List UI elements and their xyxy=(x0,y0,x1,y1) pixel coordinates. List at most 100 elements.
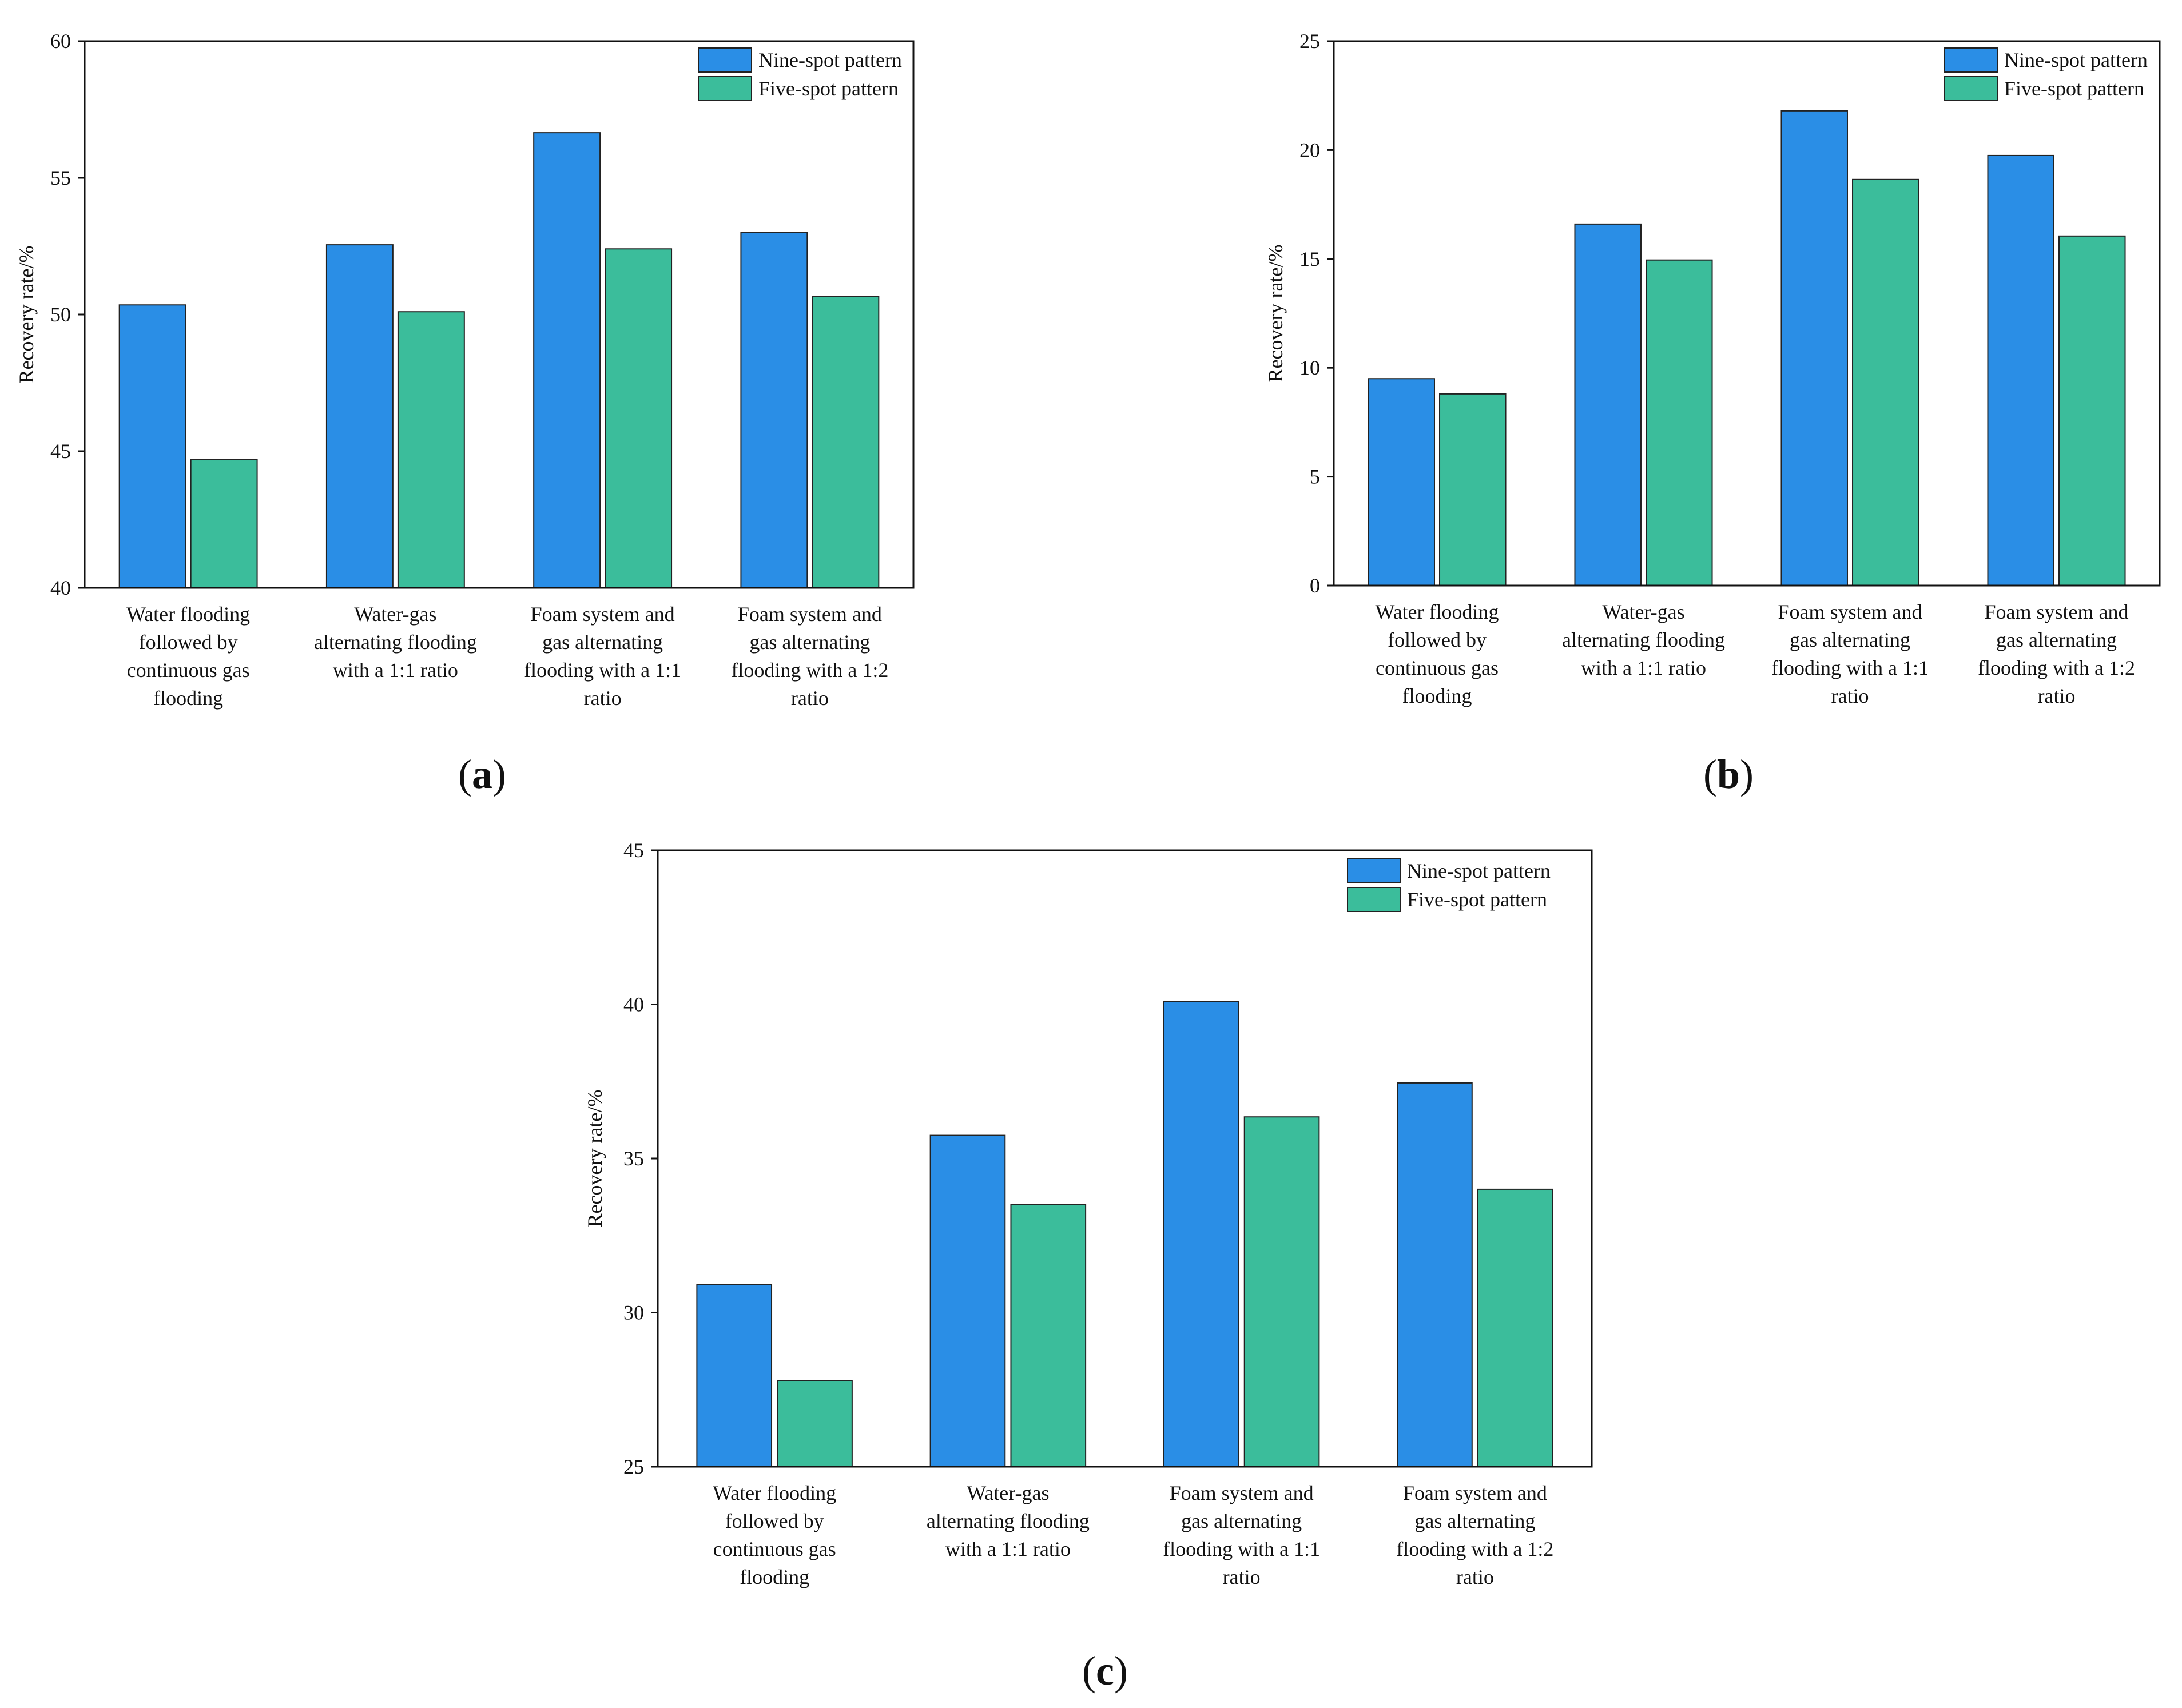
caption-paren-open: ( xyxy=(1082,1648,1096,1694)
five-spot-bar-3 xyxy=(605,248,673,588)
y-tick-label: 15 xyxy=(1299,248,1320,270)
category-label-line: flooding xyxy=(1402,684,1472,707)
category-label-line: alternating flooding xyxy=(314,631,477,654)
category-label-4: Foam system and gas alternating flooding w… xyxy=(1978,600,2135,707)
nine-spot-bar-2 xyxy=(929,1134,1006,1467)
legend-swatch-five-spot xyxy=(1944,76,1998,101)
category-label-line: continuous gas xyxy=(1376,656,1499,679)
nine-spot-bar-2 xyxy=(325,244,394,588)
caption-letter: a xyxy=(472,751,492,797)
y-tick-label: 40 xyxy=(50,576,71,599)
nine-spot-bar-3 xyxy=(1780,110,1848,586)
caption-paren-close: ) xyxy=(1114,1648,1128,1694)
nine-spot-bar-1 xyxy=(118,304,186,589)
y-tick-label: 45 xyxy=(50,440,71,463)
nine-spot-bar-3 xyxy=(1163,1001,1239,1467)
nine-spot-bar-1 xyxy=(696,1284,773,1467)
five-spot-bar-1 xyxy=(777,1380,853,1468)
caption-paren-open: ( xyxy=(1703,751,1717,797)
category-label-line: ratio xyxy=(1456,1566,1494,1588)
y-tick-label: 40 xyxy=(623,993,644,1016)
category-label-line: ratio xyxy=(2038,684,2076,707)
category-label-line: Foam system and xyxy=(531,603,675,626)
y-tick-label: 35 xyxy=(623,1147,644,1170)
category-label-line: followed by xyxy=(1388,628,1487,651)
legend-swatch-nine-spot xyxy=(1347,858,1401,883)
category-label-line: gas alternating xyxy=(1414,1510,1535,1532)
legend-swatch-five-spot xyxy=(1347,887,1401,912)
y-tick-label: 55 xyxy=(50,166,71,189)
y-tick-label: 25 xyxy=(623,1455,644,1478)
category-label-line: with a 1:1 ratio xyxy=(333,659,458,682)
y-tick-label: 0 xyxy=(1310,574,1320,597)
category-label-2: Water-gas alternating flooding with a 1:1 … xyxy=(314,603,477,682)
category-label-line: gas alternating xyxy=(1181,1510,1302,1532)
nine-spot-bar-4 xyxy=(740,232,808,589)
category-label-line: gas alternating xyxy=(749,631,870,654)
category-label-line: flooding with a 1:1 xyxy=(524,659,681,682)
category-label-2: Water-gas alternating flooding with a 1:1 … xyxy=(1562,600,1725,679)
five-spot-bar-3 xyxy=(1243,1116,1320,1467)
y-tick-label: 20 xyxy=(1299,138,1320,161)
category-label-line: gas alternating xyxy=(1790,628,1910,651)
category-label-line: followed by xyxy=(139,631,238,654)
category-label-3: Foam system and gas alternating flooding w… xyxy=(1771,600,1929,707)
y-tick-label: 30 xyxy=(623,1301,644,1324)
chart-a: Water flooding followed by continuous gas f… xyxy=(15,30,915,797)
category-label-line: flooding with a 1:2 xyxy=(1396,1538,1553,1560)
category-label-1: Water flooding followed by continuous gas f… xyxy=(1375,600,1499,707)
nine-spot-bar-4 xyxy=(1987,154,2054,587)
category-label-line: Water-gas xyxy=(354,603,436,626)
y-tick-label: 60 xyxy=(50,30,71,53)
category-label-line: ratio xyxy=(584,687,622,710)
nine-spot-bar-2 xyxy=(1574,223,1642,586)
chart-c: Water flooding followed by continuous gas f… xyxy=(583,839,1593,1694)
category-label-line: Water flooding xyxy=(126,603,250,626)
caption-letter: b xyxy=(1717,751,1740,797)
category-label-line: gas alternating xyxy=(1996,628,2117,651)
category-label-line: flooding with a 1:1 xyxy=(1163,1538,1320,1560)
category-label-line: Foam system and xyxy=(1985,600,2129,623)
caption-paren-close: ) xyxy=(492,751,506,797)
category-label-line: flooding with a 1:2 xyxy=(731,659,888,682)
category-label-1: Water flooding followed by continuous gas f… xyxy=(713,1482,836,1588)
y-tick-label: 50 xyxy=(50,303,71,326)
category-label-line: followed by xyxy=(725,1510,824,1532)
nine-spot-bar-3 xyxy=(533,132,601,588)
legend-label-nine-spot: Nine-spot pattern xyxy=(1407,859,1551,882)
category-label-4: Foam system and gas alternating flooding w… xyxy=(731,603,888,710)
panel-caption-c: (c) xyxy=(1082,1648,1128,1694)
y-tick-label: 25 xyxy=(1299,30,1320,53)
legend-swatch-nine-spot xyxy=(698,47,752,73)
five-spot-bar-2 xyxy=(1646,259,1713,587)
category-label-line: Water flooding xyxy=(713,1482,836,1504)
category-label-1: Water flooding followed by continuous gas f… xyxy=(126,603,250,710)
legend-swatch-five-spot xyxy=(698,76,752,101)
nine-spot-bar-1 xyxy=(1368,378,1435,586)
nine-spot-bar-4 xyxy=(1397,1082,1473,1467)
y-tick-label: 10 xyxy=(1299,356,1320,379)
legend-label-five-spot: Five-spot pattern xyxy=(2004,77,2144,100)
y-axis-label: Recovery rate/% xyxy=(583,1090,606,1228)
category-label-3: Foam system and gas alternating flooding w… xyxy=(524,603,681,710)
category-label-line: continuous gas xyxy=(127,659,250,682)
panel-caption-a: (a) xyxy=(458,751,506,797)
category-label-line: flooding xyxy=(740,1566,809,1588)
five-spot-bar-1 xyxy=(190,459,258,589)
category-label-line: Water flooding xyxy=(1375,600,1499,623)
category-label-line: gas alternating xyxy=(542,631,663,654)
category-label-3: Foam system and gas alternating flooding w… xyxy=(1163,1482,1320,1588)
caption-paren-close: ) xyxy=(1740,751,1754,797)
plot-frame xyxy=(1333,40,2161,587)
five-spot-bar-4 xyxy=(812,296,880,588)
category-label-line: alternating flooding xyxy=(1562,628,1725,651)
category-label-line: Foam system and xyxy=(1778,600,1922,623)
legend-label-nine-spot: Nine-spot pattern xyxy=(758,49,902,71)
five-spot-bar-3 xyxy=(1852,178,1919,587)
plot-frame xyxy=(84,40,915,589)
category-label-line: Foam system and xyxy=(1403,1482,1547,1504)
category-label-line: alternating flooding xyxy=(927,1510,1090,1532)
category-label-line: ratio xyxy=(1223,1566,1261,1588)
panel-caption-b: (b) xyxy=(1703,751,1754,797)
